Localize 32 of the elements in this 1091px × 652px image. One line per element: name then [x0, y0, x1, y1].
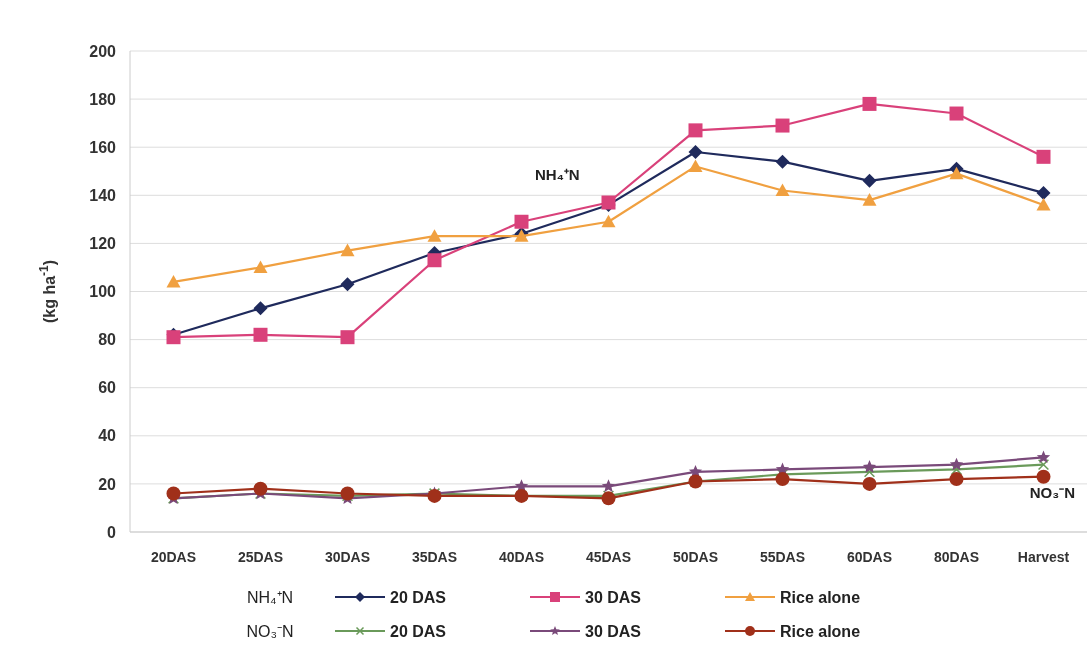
y-tick-label: 140	[89, 186, 117, 204]
y-tick-label: 200	[89, 42, 117, 60]
legend-label: 20 DAS	[390, 622, 447, 640]
legend-label: 30 DAS	[585, 622, 642, 640]
x-tick-label: 20DAS	[150, 549, 197, 565]
legend-label: 20 DAS	[390, 588, 447, 606]
x-tick-label: 30DAS	[324, 549, 371, 565]
annotation: NH₄⁺N	[535, 166, 580, 184]
y-tick-label: 20	[98, 475, 117, 493]
legend-label: 30 DAS	[585, 588, 642, 606]
legend-label: Rice alone	[780, 622, 861, 640]
y-tick-label: 100	[89, 283, 117, 301]
x-tick-label: 55DAS	[759, 549, 806, 565]
y-tick-label: 80	[98, 331, 117, 349]
text: NO₃⁻N	[246, 622, 294, 640]
y-tick-label: 120	[89, 235, 117, 252]
y-tick-label: 40	[98, 427, 117, 445]
x-tick-label: 60DAS	[846, 549, 893, 565]
x-tick-label: 50DAS	[672, 549, 719, 565]
x-tick-label: Harvest	[1017, 549, 1070, 565]
x-tick-label: 45DAS	[585, 549, 632, 565]
text: NH₄⁺N	[246, 588, 294, 606]
x-tick-label: 80DAS	[933, 549, 980, 565]
annotation: NO₃⁻N	[1029, 484, 1075, 502]
legend-label: Rice alone	[780, 588, 861, 606]
y-tick-label: 180	[89, 90, 117, 108]
x-tick-label: 35DAS	[411, 549, 458, 565]
x-tick-label: 25DAS	[237, 549, 284, 565]
y-tick-label: 160	[89, 138, 117, 156]
x-tick-label: 40DAS	[498, 549, 545, 565]
y-tick-label: 60	[98, 379, 117, 397]
y-tick-label: 0	[107, 523, 117, 541]
